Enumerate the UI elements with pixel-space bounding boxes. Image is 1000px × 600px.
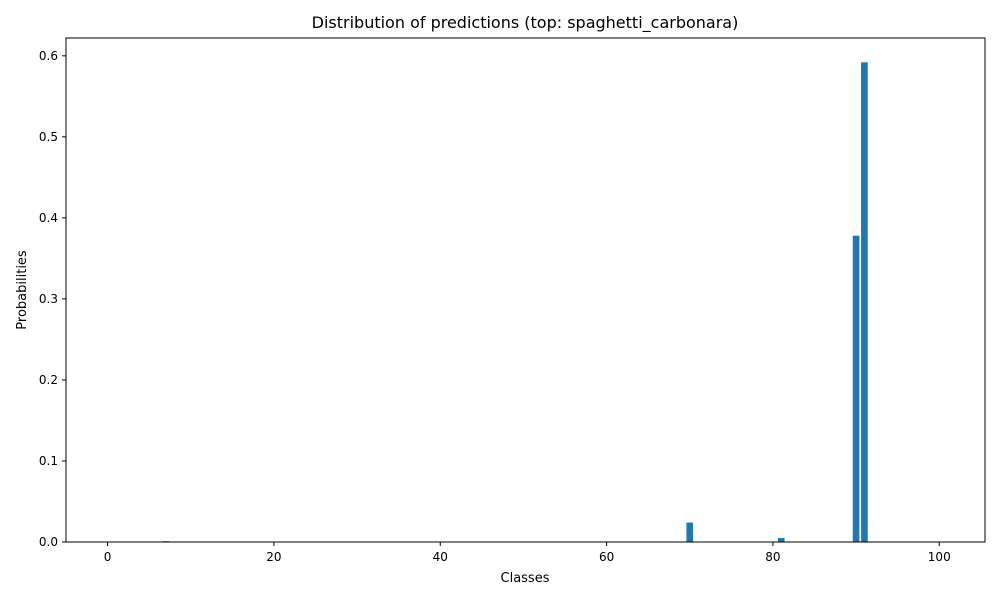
y-axis-ticks: 0.0 0.1 0.2 0.3 0.4 0.5 0.6 [39, 49, 66, 549]
y-tick-label: 0.1 [39, 454, 58, 468]
bar-class-70 [686, 522, 694, 542]
bar-class-90 [852, 235, 860, 542]
y-tick-label: 0.4 [39, 211, 58, 225]
y-tick-label: 0.2 [39, 373, 58, 387]
x-tick-label: 100 [928, 550, 951, 564]
x-axis-label: Classes [501, 571, 550, 586]
y-tick-label: 0.6 [39, 49, 58, 63]
y-tick-label: 0.0 [39, 535, 58, 549]
y-axis-label: Probabilities [15, 250, 30, 330]
y-tick-label: 0.3 [39, 292, 58, 306]
x-tick-label: 40 [433, 550, 448, 564]
x-axis-ticks: 0 20 40 60 80 100 [104, 542, 951, 564]
x-tick-label: 20 [266, 550, 281, 564]
y-tick-label: 0.5 [39, 130, 58, 144]
bar-class-91 [861, 62, 868, 542]
x-tick-label: 0 [104, 550, 112, 564]
chart-title: Distribution of predictions (top: spaghe… [312, 13, 739, 33]
x-tick-label: 80 [765, 550, 780, 564]
plot-frame [65, 37, 986, 543]
x-tick-label: 60 [599, 550, 614, 564]
bar-class-81 [777, 537, 785, 542]
bars-group [162, 62, 868, 542]
